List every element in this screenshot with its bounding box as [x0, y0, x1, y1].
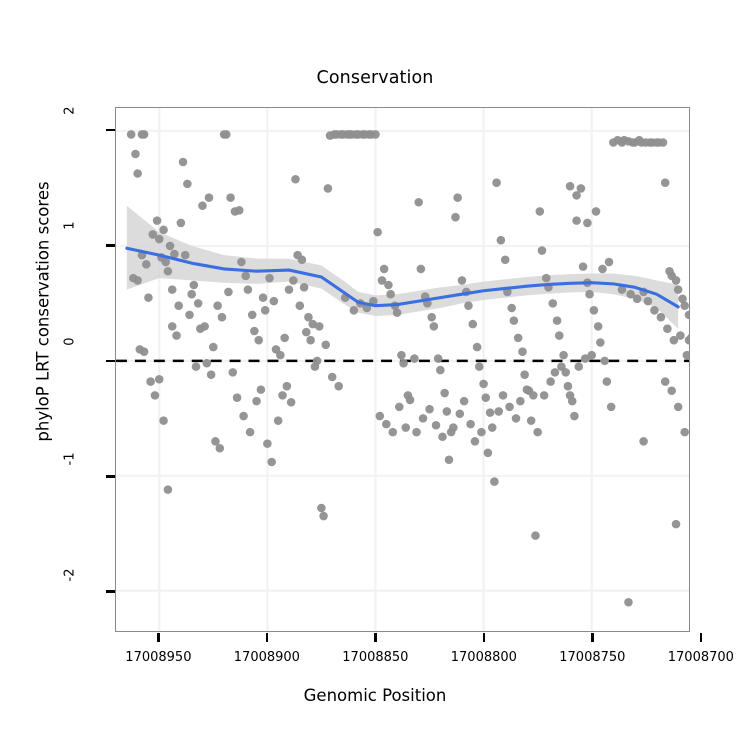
y-tick-label: 1	[62, 221, 78, 231]
x-tick-mark	[374, 633, 377, 642]
y-tick-label: 2	[62, 106, 78, 115]
x-tick-label: 17008950	[125, 650, 192, 665]
x-tick-mark	[699, 633, 703, 642]
grid-lines	[116, 108, 689, 631]
x-tick-mark	[591, 633, 594, 642]
chart-title: Conservation	[316, 68, 434, 88]
x-axis-title: Genomic Position	[303, 686, 447, 705]
x-tick-mark	[482, 633, 486, 642]
x-tick-label: 17008700	[667, 650, 734, 665]
y-tick-mark	[106, 128, 115, 132]
x-tick-label: 17008850	[342, 650, 409, 665]
smooth-trend-line	[125, 246, 680, 309]
y-tick-mark	[106, 359, 115, 363]
x-tick-label: 17008900	[233, 650, 300, 665]
y-tick-mark	[106, 475, 115, 478]
x-tick-mark	[265, 633, 269, 642]
data-points	[126, 130, 689, 607]
y-axis-title: phyloP LRT conservation scores	[33, 181, 53, 442]
y-tick-mark	[106, 244, 115, 247]
y-tick-label: 0	[62, 337, 78, 346]
x-tick-mark	[157, 633, 160, 642]
plot-panel	[115, 107, 690, 632]
y-tick-label: -1	[62, 452, 78, 466]
x-tick-label: 17008800	[450, 650, 517, 665]
x-tick-label: 17008750	[559, 650, 626, 665]
scatter-plot-svg	[116, 108, 689, 631]
y-tick-label: -2	[62, 568, 78, 582]
y-tick-mark	[106, 590, 115, 593]
